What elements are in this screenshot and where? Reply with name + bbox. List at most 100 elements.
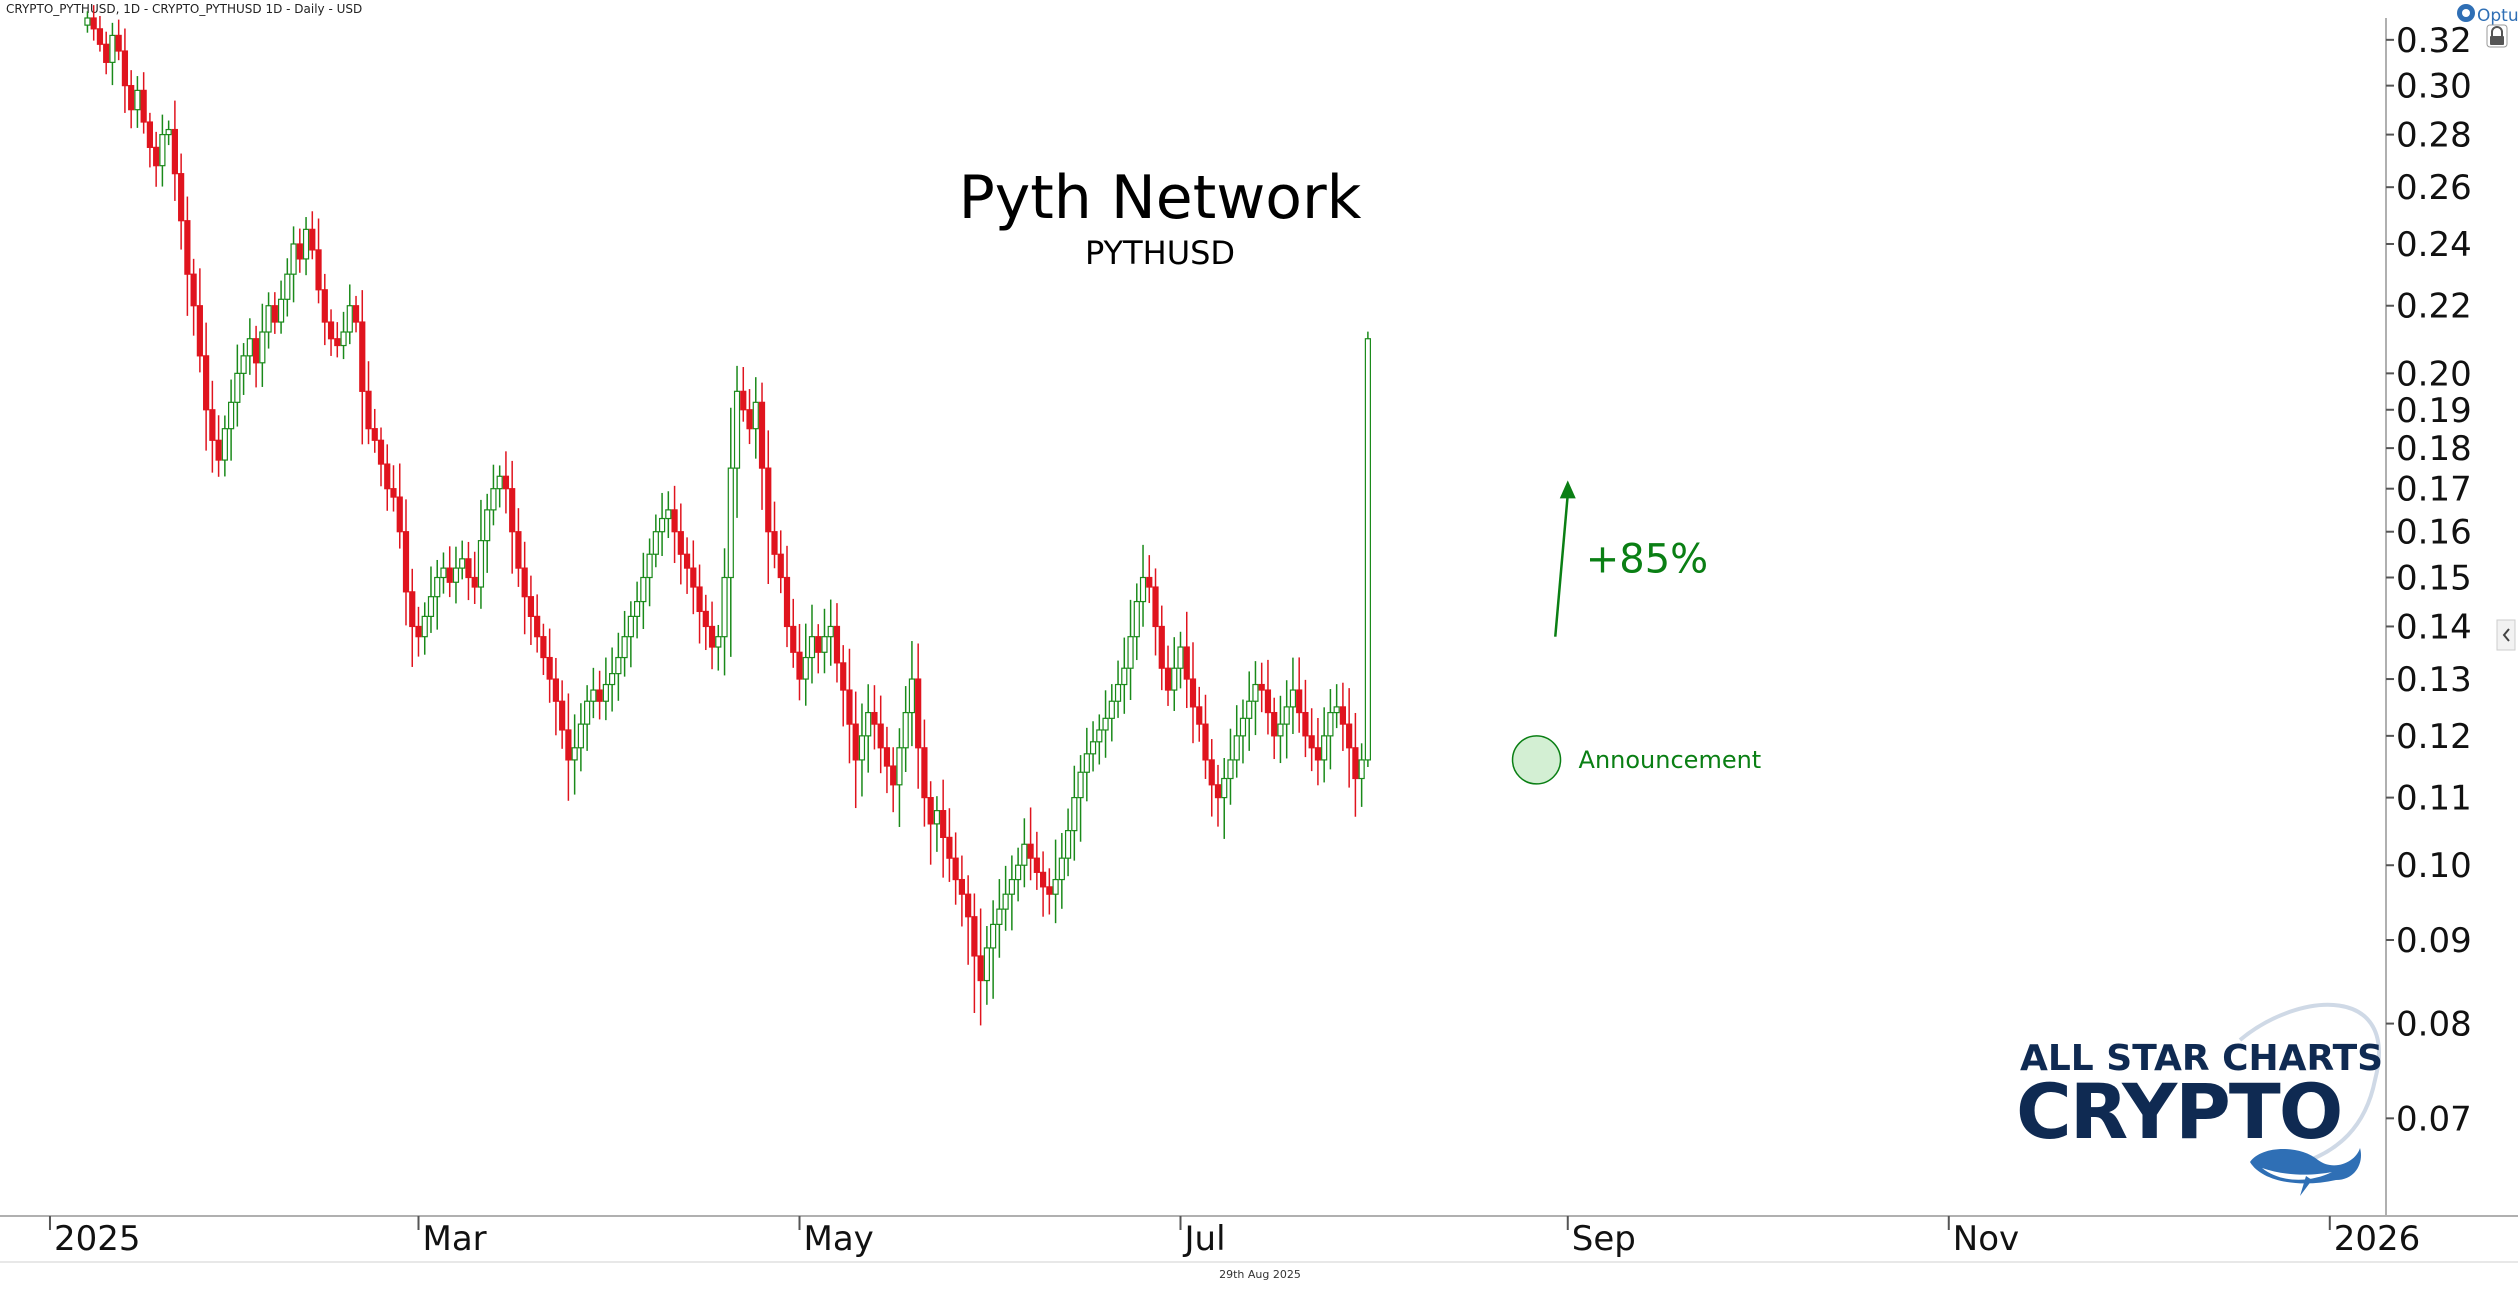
price-tick-label: 0.09	[2396, 921, 2472, 961]
candle-down	[203, 355, 210, 411]
candle-up	[228, 401, 235, 430]
candle-up	[1171, 667, 1178, 691]
candle-down	[871, 711, 878, 725]
candle-up	[1008, 878, 1015, 895]
candle-up	[621, 636, 628, 659]
candle-down	[1039, 871, 1047, 888]
candle-down	[746, 409, 753, 430]
candle-down	[1339, 706, 1347, 725]
candle-down	[952, 857, 959, 881]
candle-down	[315, 249, 322, 291]
candle-down	[184, 220, 191, 275]
candle-down	[171, 128, 178, 175]
brand-line1: ALL STAR CHARTS	[2020, 1038, 2383, 1079]
candle-down	[846, 689, 853, 725]
candle-down	[977, 955, 984, 982]
candle-up	[902, 711, 909, 749]
candle-down	[946, 836, 953, 859]
candle-up	[1333, 706, 1340, 714]
candle-up	[1108, 700, 1115, 719]
candle-up	[246, 338, 253, 357]
price-tick-label: 0.26	[2396, 168, 2472, 208]
annotations: Announcement +85%	[1511, 480, 1762, 785]
price-tick-label: 0.28	[2396, 116, 2472, 156]
candle-up	[421, 615, 428, 638]
candle-up	[1096, 729, 1103, 743]
price-tick-label: 0.15	[2396, 559, 2472, 599]
candle-up	[615, 656, 622, 675]
candle-up	[1114, 683, 1122, 702]
candle-down	[1189, 678, 1197, 708]
candle-down	[833, 625, 841, 664]
candle-down	[965, 893, 972, 918]
candle-down	[1027, 843, 1034, 859]
candle-up	[1089, 741, 1097, 755]
candle-down	[940, 810, 947, 839]
candle-down	[696, 586, 703, 613]
candle-down	[402, 531, 410, 593]
candle-down	[883, 747, 891, 767]
candle-down	[215, 439, 222, 461]
candle-up	[490, 488, 497, 511]
candle-up	[983, 947, 990, 982]
candle-down	[790, 625, 797, 653]
candle-up	[1121, 667, 1128, 686]
candle-down	[115, 34, 122, 52]
price-tick-label: 0.19	[2396, 391, 2472, 431]
candle-down	[1308, 735, 1315, 749]
candle-up	[633, 600, 641, 618]
candle-down	[1296, 689, 1303, 714]
candle-up	[590, 689, 597, 702]
candle-up	[1277, 723, 1284, 737]
candle-down	[534, 615, 541, 638]
candle-down	[128, 85, 135, 111]
brand-swoosh	[2238, 1002, 2381, 1162]
candle-up	[346, 305, 353, 333]
candle-down	[521, 567, 528, 598]
price-tick-label: 0.30	[2396, 67, 2472, 107]
price-tick-label: 0.07	[2396, 1099, 2472, 1139]
price-tick-label: 0.13	[2396, 660, 2472, 700]
candle-up	[1327, 711, 1334, 737]
candle-up	[640, 576, 647, 603]
candle-down	[384, 463, 391, 490]
candle-up	[858, 735, 866, 761]
chevron-left-icon[interactable]	[2496, 619, 2516, 651]
candle-down	[1314, 747, 1322, 761]
candle-up	[990, 923, 997, 949]
candle-up	[1364, 338, 1371, 761]
candle-up	[1358, 759, 1365, 780]
gain-label: +85%	[1586, 537, 1708, 583]
brand-line2: CRYPTO	[2016, 1067, 2341, 1156]
candle-down	[271, 305, 278, 323]
candle-up	[165, 128, 172, 136]
chart-subtitle: PYTHUSD	[1085, 234, 1235, 272]
candle-up	[896, 747, 903, 786]
candle-up	[1071, 797, 1078, 832]
candle-up	[221, 428, 228, 461]
candle-up	[1102, 717, 1109, 731]
candle-down	[971, 916, 978, 957]
candle-down	[415, 625, 422, 638]
candle-down	[671, 509, 678, 533]
lock-icon[interactable]	[2486, 24, 2508, 48]
candle-up	[1077, 771, 1084, 799]
candle-down	[777, 553, 784, 579]
price-tick-label: 0.18	[2396, 429, 2472, 469]
candle-down	[783, 576, 791, 628]
candle-down	[1046, 886, 1053, 895]
candle-up	[802, 656, 809, 680]
price-axis: 0.32 0.30 0.28 0.26 0.24 0.22 0.200.190.180.17…	[2386, 21, 2472, 1139]
candle-down	[840, 662, 847, 691]
candle-up	[1321, 735, 1328, 761]
candle-down	[1183, 646, 1190, 680]
candle-down	[146, 121, 154, 148]
candle-up	[577, 723, 584, 749]
candle-up	[1221, 777, 1228, 799]
candle-down	[1202, 723, 1209, 761]
gain-arrow-shaft	[1554, 494, 1570, 637]
candle-down	[359, 321, 366, 392]
candle-down	[552, 678, 560, 702]
announcement-label: Announcement	[1579, 746, 1762, 774]
candle-up	[240, 355, 247, 374]
